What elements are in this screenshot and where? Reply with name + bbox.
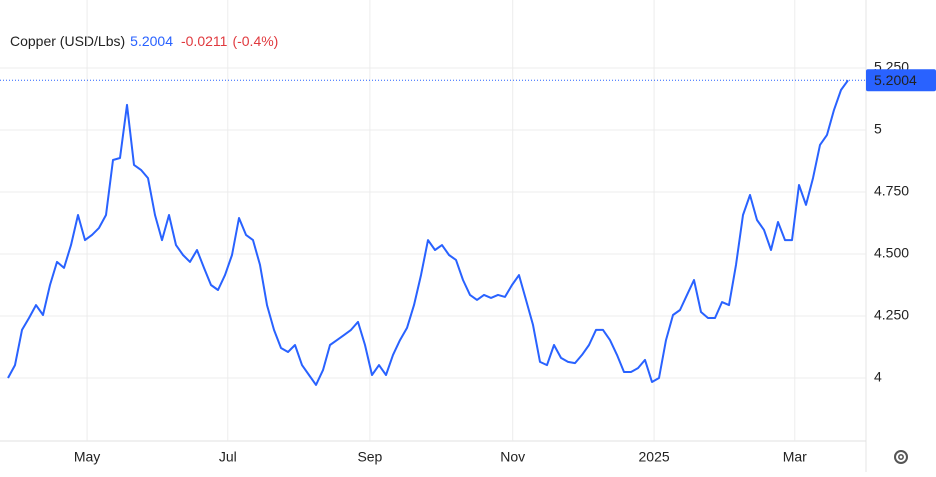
x-tick-label: 2025	[639, 449, 670, 465]
y-tick-label: 4.750	[874, 183, 909, 199]
last-price-label: 5.2004	[874, 72, 917, 88]
gear-hole[interactable]	[898, 454, 904, 460]
y-tick-label: 5	[874, 121, 882, 137]
change-pct: (-0.4%)	[232, 33, 278, 49]
y-tick-label: 4.500	[874, 245, 909, 261]
change: -0.0211	[181, 33, 228, 49]
instrument: Copper (USD/Lbs)	[10, 33, 125, 49]
price-line	[7, 79, 849, 386]
x-tick-label: Mar	[783, 449, 807, 465]
x-tick-label: Sep	[357, 449, 382, 465]
gear[interactable]	[894, 450, 908, 464]
header: Copper (USD/Lbs) 5.2004 -0.0211 (-0.4%)	[10, 33, 278, 49]
x-tick-label: Jul	[219, 449, 237, 465]
y-tick-label: 4.250	[874, 307, 909, 323]
y-tick-label: 4	[874, 369, 882, 385]
settings-icon[interactable]	[894, 450, 908, 464]
last-price-badge	[866, 69, 936, 92]
x-tick-label: Nov	[500, 449, 525, 465]
x-tick-label: May	[74, 449, 100, 465]
last-price: 5.2004	[130, 33, 173, 49]
